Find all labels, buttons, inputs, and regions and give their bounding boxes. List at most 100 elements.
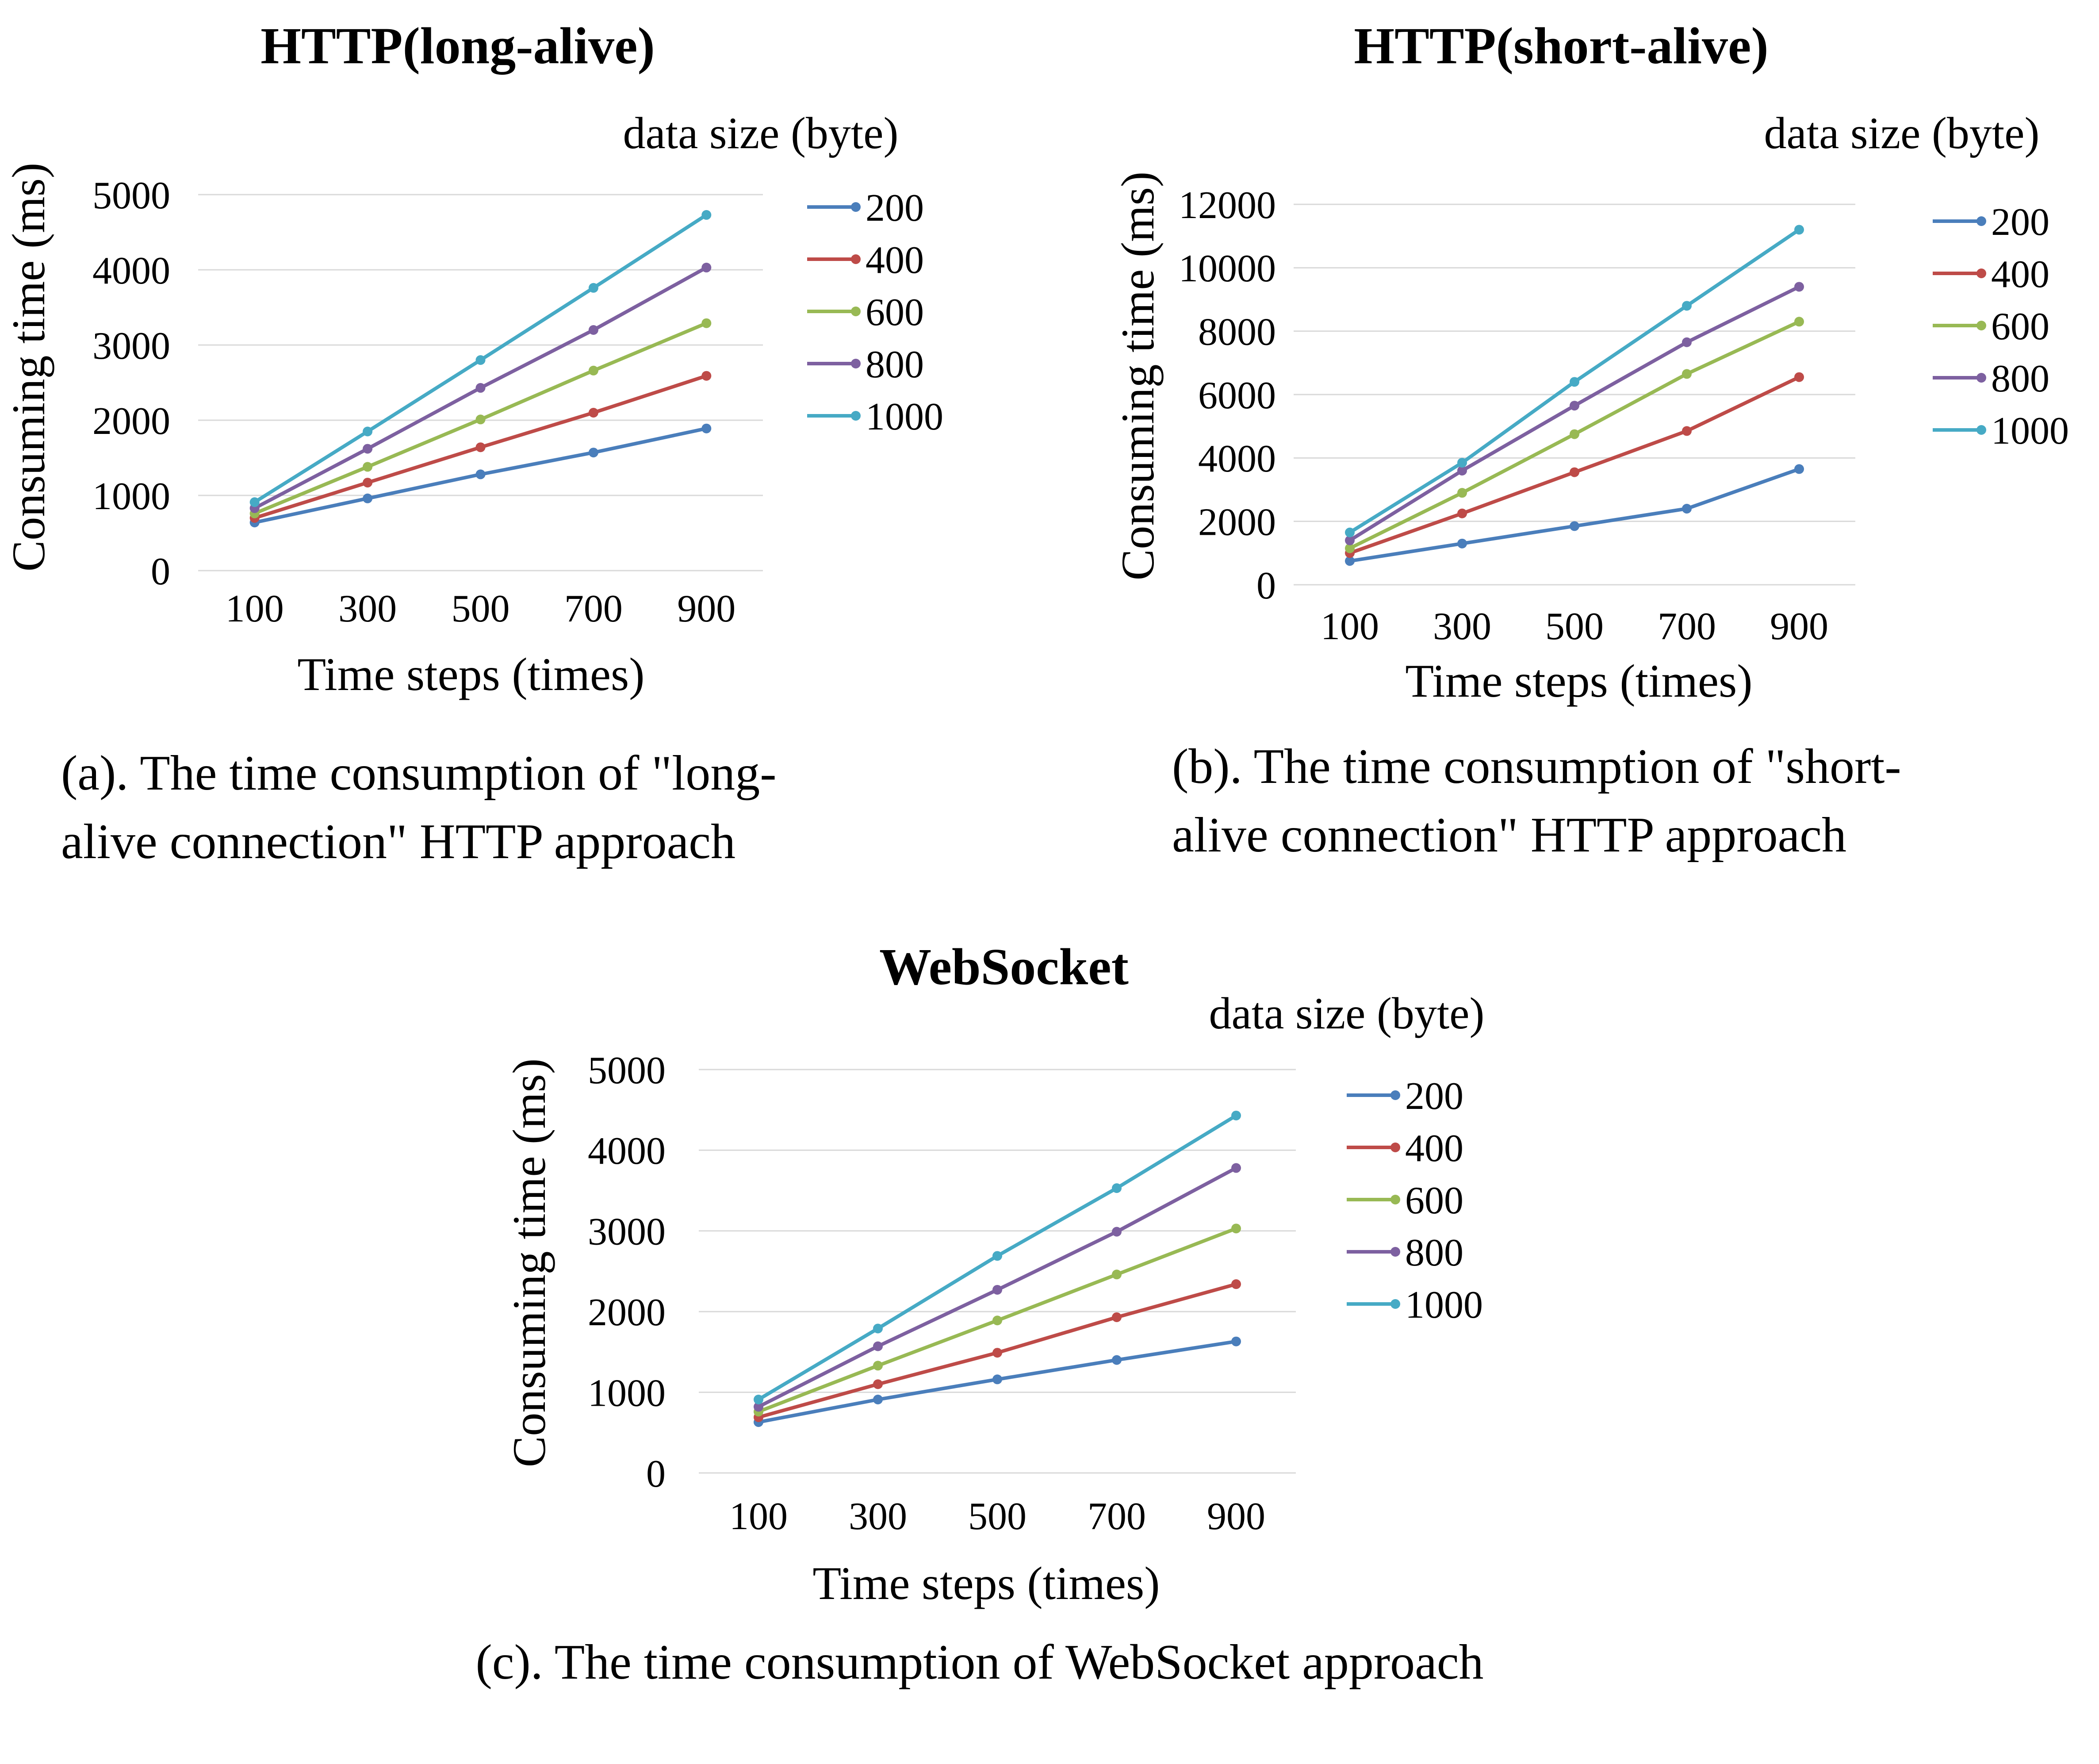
data-point <box>992 1374 1002 1384</box>
data-point <box>1457 458 1467 468</box>
data-point <box>1345 543 1355 553</box>
legend-label: 800 <box>866 343 924 386</box>
legend-marker <box>851 307 861 316</box>
legend-marker <box>1976 268 1986 278</box>
x-tick-label: 900 <box>677 587 735 630</box>
data-point <box>1794 282 1804 292</box>
legend-marker <box>851 411 861 421</box>
data-point <box>588 365 598 376</box>
y-tick-label: 3000 <box>588 1211 666 1254</box>
legend-marker <box>851 202 861 212</box>
data-point <box>1345 556 1355 566</box>
legend-label: 1000 <box>1991 410 2069 453</box>
legend-marker <box>1390 1247 1400 1257</box>
data-point <box>363 462 373 472</box>
data-point <box>588 283 598 293</box>
data-point <box>1682 426 1692 436</box>
legend-label: 200 <box>1405 1075 1463 1118</box>
data-point <box>873 1361 883 1371</box>
x-tick-label: 700 <box>1658 605 1716 648</box>
y-tick-label: 1000 <box>588 1372 666 1415</box>
data-point <box>754 1395 763 1405</box>
legend-label: 400 <box>1991 253 2049 296</box>
legend-title: data size (byte) <box>623 108 898 158</box>
data-point <box>701 262 712 272</box>
x-tick-label: 300 <box>849 1495 907 1538</box>
x-tick-label: 700 <box>564 587 623 630</box>
x-axis-label: Time steps (times) <box>812 1557 1160 1609</box>
data-point <box>701 423 712 433</box>
legend-marker <box>1390 1195 1400 1204</box>
data-point <box>475 355 486 365</box>
data-point <box>1457 488 1467 498</box>
x-tick-label: 100 <box>1321 605 1379 648</box>
y-tick-label: 8000 <box>1198 311 1276 353</box>
legend-marker <box>851 254 861 264</box>
chart-panel-a: HTTP(long-alive) data size (byte) Time s… <box>3 17 943 869</box>
y-tick-label: 12000 <box>1179 184 1276 227</box>
data-point <box>1457 466 1467 476</box>
data-point <box>1570 521 1579 531</box>
y-tick-label: 4000 <box>92 249 170 292</box>
data-point <box>701 318 712 328</box>
legend-marker <box>851 359 861 368</box>
y-tick-label: 0 <box>646 1453 666 1496</box>
data-point <box>588 448 598 458</box>
data-point <box>1112 1355 1122 1365</box>
caption-line-1: (a). The time consumption of "long- <box>61 746 777 801</box>
data-point <box>1231 1336 1241 1346</box>
y-tick-label: 2000 <box>92 400 170 443</box>
x-tick-label: 300 <box>1433 605 1491 648</box>
x-tick-label: 100 <box>226 587 284 630</box>
x-tick-label: 300 <box>338 587 397 630</box>
data-point <box>363 444 373 454</box>
data-point <box>1682 301 1692 311</box>
data-point <box>1457 508 1467 518</box>
data-point <box>1682 369 1692 379</box>
data-point <box>1570 467 1579 477</box>
plot-area: 0 1000 2000 3000 4000 5000 100 300 500 700 900 200 4… <box>588 1049 1483 1538</box>
x-tick-label: 100 <box>729 1495 788 1538</box>
x-axis-label: Time steps (times) <box>1405 655 1752 707</box>
data-point <box>1231 1279 1241 1289</box>
data-point <box>992 1285 1002 1295</box>
data-point <box>1345 527 1355 537</box>
x-tick-label: 500 <box>968 1495 1027 1538</box>
data-point <box>1570 429 1579 439</box>
data-point <box>701 210 712 220</box>
data-point <box>701 371 712 381</box>
data-point <box>363 493 373 503</box>
y-tick-label: 1000 <box>92 475 170 518</box>
y-tick-label: 0 <box>1256 564 1276 607</box>
legend-label: 1000 <box>866 395 943 438</box>
data-point <box>1457 538 1467 548</box>
y-tick-label: 2000 <box>1198 501 1276 544</box>
y-axis-label: Consuming time (ms) <box>1112 172 1164 581</box>
x-tick-label: 900 <box>1207 1495 1265 1538</box>
y-tick-label: 5000 <box>588 1049 666 1092</box>
legend-title: data size (byte) <box>1209 989 1484 1039</box>
chart-title: HTTP(short-alive) <box>1354 17 1768 75</box>
data-point <box>873 1341 883 1351</box>
data-point <box>1682 337 1692 347</box>
data-point <box>1345 535 1355 545</box>
y-axis-label: Consuming time (ms) <box>503 1058 555 1468</box>
data-point <box>754 1402 763 1412</box>
data-point <box>363 478 373 488</box>
data-point <box>1570 401 1579 411</box>
data-point <box>1231 1223 1241 1234</box>
legend-marker <box>1976 321 1986 330</box>
legend-marker <box>1390 1299 1400 1309</box>
legend-label: 800 <box>1991 357 2049 400</box>
data-point <box>1794 225 1804 235</box>
data-point <box>475 414 486 425</box>
data-point <box>992 1251 1002 1261</box>
plot-area: 0 1000 2000 3000 4000 5000 100 300 500 700 900 200 4… <box>92 174 943 630</box>
data-point <box>1112 1312 1122 1322</box>
legend-label: 600 <box>866 291 924 334</box>
legend-label: 400 <box>1405 1127 1463 1170</box>
caption-line-1: (c). The time consumption of WebSocket a… <box>475 1635 1483 1690</box>
data-point <box>873 1395 883 1405</box>
